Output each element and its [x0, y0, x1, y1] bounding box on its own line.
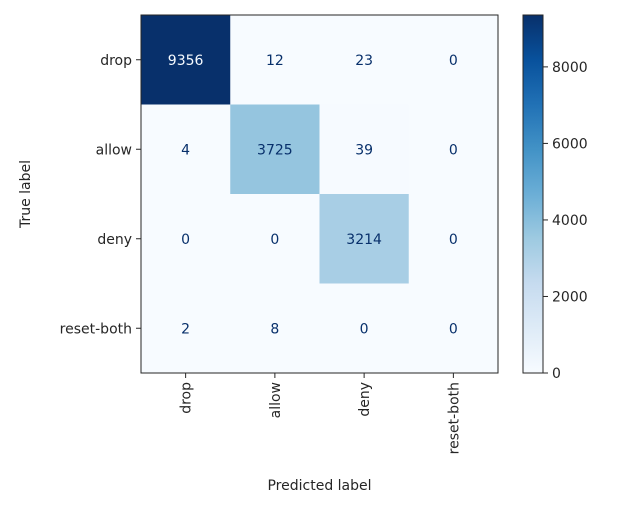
matrix-cell — [408, 104, 499, 195]
matrix-cell — [319, 104, 410, 195]
matrix-cell-value: 0 — [270, 232, 279, 248]
matrix-cell — [408, 194, 499, 284]
x-axis-ticks: drop allow deny reset-both — [179, 373, 462, 454]
matrix-cell-value: 9356 — [168, 53, 204, 69]
matrix-cell — [408, 15, 499, 105]
matrix-cell — [230, 104, 320, 195]
colorbar-tick-label: 0 — [552, 366, 561, 382]
x-tick-label: reset-both — [446, 382, 462, 454]
y-tick-label: drop — [100, 53, 132, 69]
matrix-cell-value: 39 — [355, 142, 373, 158]
matrix-cell-value: 3725 — [257, 142, 293, 158]
matrix-cell — [230, 15, 320, 105]
matrix-cell — [230, 283, 320, 374]
matrix-cell-value: 8 — [270, 321, 279, 337]
matrix-cell-value: 0 — [360, 321, 369, 337]
matrix-cell — [141, 283, 231, 374]
matrix-cell — [141, 15, 231, 105]
y-tick-label: deny — [97, 232, 132, 248]
matrix-cell-value: 0 — [181, 232, 190, 248]
x-tick-label: allow — [268, 382, 284, 418]
matrix-cell — [319, 15, 410, 105]
colorbar-tick-label: 6000 — [552, 136, 588, 152]
matrix-cell-value: 0 — [449, 321, 458, 337]
colorbar-ticks: 0 2000 4000 6000 8000 — [543, 60, 588, 382]
matrix-cell-value: 4 — [181, 142, 190, 158]
matrix-cell — [141, 194, 231, 284]
colorbar — [522, 14, 544, 374]
plot-frame — [140, 14, 499, 374]
matrix-cell-value: 0 — [449, 142, 458, 158]
matrix-cell-value: 0 — [449, 53, 458, 69]
matrix-cell — [230, 194, 320, 284]
matrix-cell — [319, 283, 410, 374]
x-axis-title: Predicted label — [267, 478, 371, 494]
y-tick-label: allow — [96, 142, 132, 158]
matrix-cell-value: 0 — [449, 232, 458, 248]
matrix-cell — [319, 194, 410, 284]
matrix-cell-labels: 9356 12 23 0 4 3725 39 0 0 0 3214 0 2 8 0 0 — [168, 53, 458, 338]
matrix-cell-value: 23 — [355, 53, 373, 69]
matrix-cell — [141, 104, 231, 195]
matrix-cell-value: 3214 — [346, 232, 382, 248]
matrix-cell-value: 2 — [181, 321, 190, 337]
colorbar-tick-label: 2000 — [552, 289, 588, 305]
x-tick-label: drop — [179, 382, 195, 414]
colorbar-tick-label: 4000 — [552, 213, 588, 229]
y-axis-ticks: drop allow deny reset-both — [60, 53, 141, 337]
y-axis-title: True label — [18, 160, 34, 229]
colorbar-tick-label: 8000 — [552, 60, 588, 76]
y-tick-label: reset-both — [60, 321, 132, 337]
matrix-cell-value: 12 — [266, 53, 284, 69]
matrix-cells — [141, 15, 499, 374]
matrix-cell — [408, 283, 499, 374]
x-tick-label: deny — [357, 382, 373, 417]
